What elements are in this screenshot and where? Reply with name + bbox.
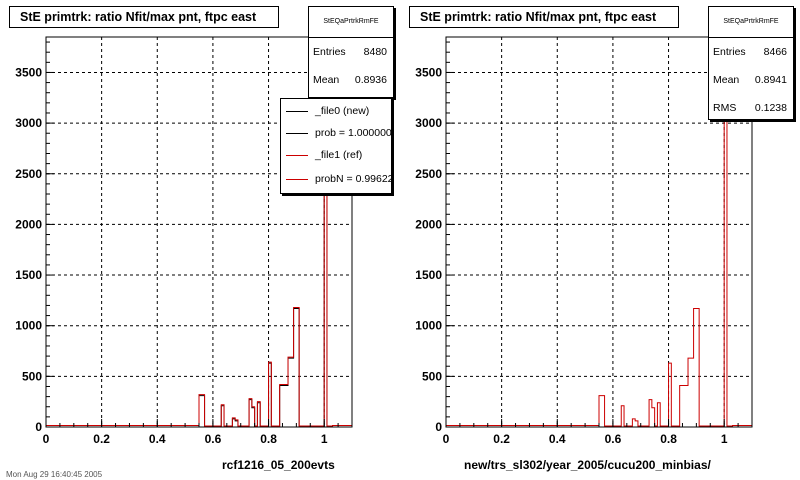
- right-stats-name: StEQaPrtrkRmFE: [709, 7, 793, 38]
- left-y-tick-label: 0: [35, 420, 42, 434]
- legend-swatch-prob: [286, 133, 308, 134]
- left-y-tick-label: 500: [22, 369, 42, 383]
- left-stats-name: StEQaPrtrkRmFE: [309, 7, 393, 38]
- legend-swatch-ref: [286, 155, 308, 156]
- right-histogram-panel: 0 0.2 0.4 0.6 0.8 1 0 500 1000 1500 2000 2500 3000 35…: [400, 0, 800, 480]
- left-x-tick-label: 0: [43, 432, 50, 446]
- right-x-axis-title: new/trs_sl302/year_2005/cucu200_minbias/: [464, 458, 711, 472]
- left-stats-mean-row: Mean 0.8936: [309, 66, 393, 94]
- right-y-tick-label: 2500: [415, 167, 442, 181]
- right-stats-mean-value: 0.8941: [754, 74, 787, 86]
- legend-swatch-probn: [286, 179, 308, 180]
- right-stats-rms-label: RMS: [713, 102, 737, 114]
- left-histogram-title: StE primtrk: ratio Nfit/max pnt, ftpc ea…: [9, 6, 279, 28]
- right-y-tick-label: 3000: [415, 116, 442, 130]
- left-stats-entries-row: Entries 8480: [309, 38, 393, 66]
- right-x-tick-label: 0.6: [605, 432, 622, 446]
- left-y-tick-label: 2500: [15, 167, 42, 181]
- right-x-tick-label: 0.2: [493, 432, 510, 446]
- right-stats-rms-row: RMS 0.1238: [709, 94, 793, 122]
- left-y-tick-label: 3500: [15, 65, 42, 79]
- left-y-tick-label: 2000: [15, 217, 42, 231]
- right-x-tick-label: 0.4: [549, 432, 566, 446]
- right-y-tick-label: 1000: [415, 319, 442, 333]
- left-stats-entries-value: 8480: [363, 46, 387, 58]
- right-stats-box: StEQaPrtrkRmFE Entries 8466 Mean 0.8941 …: [708, 6, 794, 120]
- left-legend: _file0 (new) prob = 1.000000 _file1 (ref…: [280, 98, 392, 194]
- right-stats-mean-label: Mean: [713, 74, 740, 86]
- right-plot-area: [446, 37, 752, 427]
- right-y-tick-label: 1500: [415, 268, 442, 282]
- left-histogram-panel: 0 0.2 0.4 0.6 0.8 1 0 500 1000 1500 2000 2500 3000 35…: [9, 6, 394, 472]
- right-y-tick-label: 3500: [415, 65, 442, 79]
- right-y-tick-label: 0: [435, 420, 442, 434]
- left-series-1-outline: [46, 56, 352, 427]
- footer-timestamp: Mon Aug 29 16:40:45 2005: [6, 470, 103, 479]
- legend-label-prob: prob = 1.000000: [315, 127, 392, 139]
- left-stats-mean-label: Mean: [313, 74, 340, 86]
- right-stats-rms-value: 0.1238: [754, 102, 787, 114]
- right-histogram-plot: 0 0.2 0.4 0.6 0.8 1 0 500 1000 1500 2000 2500 3000 35…: [415, 36, 753, 446]
- legend-swatch-new: [286, 111, 308, 112]
- left-x-tick-label: 0.8: [260, 432, 277, 446]
- left-x-tick-label: 0.6: [205, 432, 222, 446]
- left-x-tick-label: 0.4: [149, 432, 166, 446]
- right-x-tick-label: 0.8: [660, 432, 677, 446]
- left-stats-box: StEQaPrtrkRmFE Entries 8480 Mean 0.8936: [308, 6, 394, 98]
- right-y-tick-label: 2000: [415, 217, 442, 231]
- left-stats-entries-label: Entries: [313, 46, 346, 58]
- left-plot-area: [46, 37, 352, 427]
- right-x-tick-label: 1: [721, 432, 728, 446]
- left-stats-mean-value: 0.8936: [354, 74, 387, 86]
- right-stats-entries-label: Entries: [713, 46, 746, 58]
- right-stats-entries-value: 8466: [763, 46, 787, 58]
- left-y-tick-label: 3000: [15, 116, 42, 130]
- left-x-axis-title: rcf1216_05_200evts: [222, 458, 335, 472]
- right-stats-entries-row: Entries 8466: [709, 38, 793, 66]
- right-x-tick-label: 0: [443, 432, 450, 446]
- right-series-0-outline: [446, 57, 752, 427]
- legend-label-probn: probN = 0.996223: [315, 173, 392, 185]
- left-y-tick-label: 1000: [15, 319, 42, 333]
- right-y-tick-label: 500: [422, 369, 442, 383]
- left-x-tick-label: 1: [321, 432, 328, 446]
- right-stats-mean-row: Mean 0.8941: [709, 66, 793, 94]
- left-x-tick-label: 0.2: [93, 432, 110, 446]
- left-y-tick-label: 1500: [15, 268, 42, 282]
- legend-label-ref: _file1 (ref): [315, 149, 363, 161]
- legend-label-new: _file0 (new): [315, 105, 370, 117]
- right-histogram-title: StE primtrk: ratio Nfit/max pnt, ftpc ea…: [409, 6, 679, 28]
